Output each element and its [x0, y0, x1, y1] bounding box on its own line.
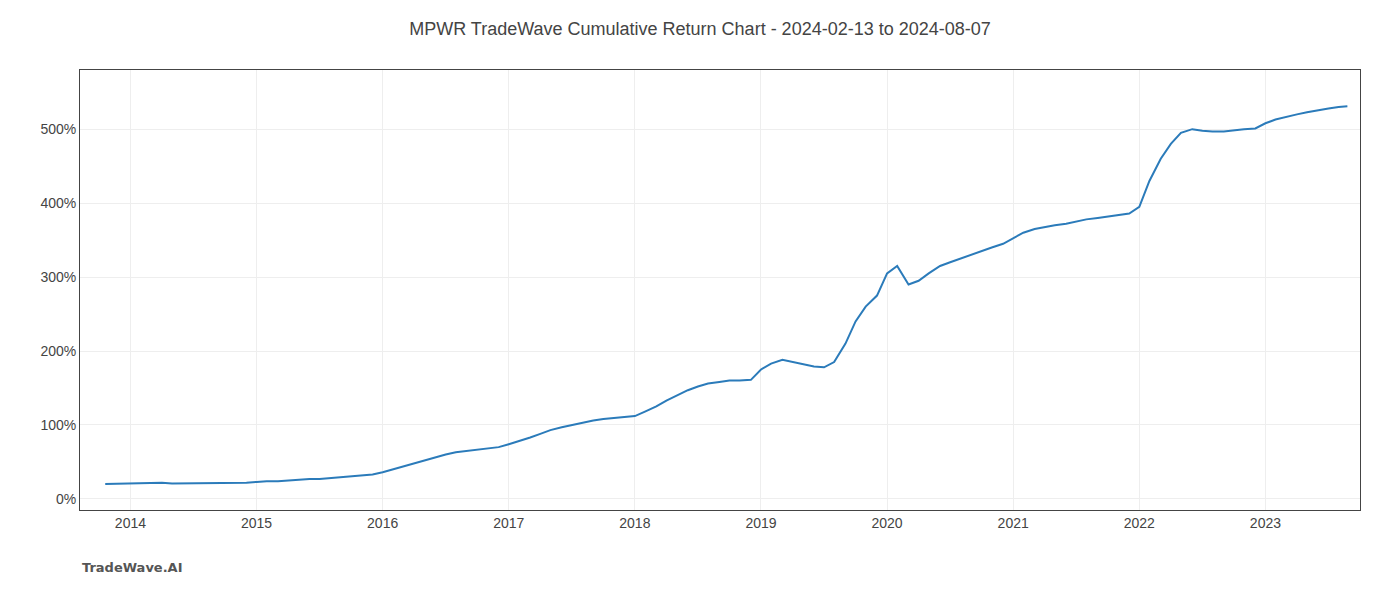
svg-text:2020: 2020 [872, 515, 903, 531]
svg-text:TradeWave.AI: TradeWave.AI [82, 560, 183, 575]
svg-text:500%: 500% [40, 121, 76, 137]
svg-text:2023: 2023 [1250, 515, 1281, 531]
svg-text:2019: 2019 [745, 515, 776, 531]
svg-text:200%: 200% [40, 343, 76, 359]
svg-text:2015: 2015 [241, 515, 272, 531]
svg-text:100%: 100% [40, 417, 76, 433]
svg-text:2016: 2016 [367, 515, 398, 531]
svg-text:MPWR TradeWave Cumulative Retu: MPWR TradeWave Cumulative Return Chart -… [409, 19, 991, 39]
svg-text:400%: 400% [40, 195, 76, 211]
svg-text:300%: 300% [40, 269, 76, 285]
svg-text:0%: 0% [56, 491, 76, 507]
svg-text:2021: 2021 [998, 515, 1029, 531]
svg-text:2017: 2017 [493, 515, 524, 531]
svg-text:2018: 2018 [619, 515, 650, 531]
svg-text:2014: 2014 [115, 515, 146, 531]
svg-text:2022: 2022 [1124, 515, 1155, 531]
